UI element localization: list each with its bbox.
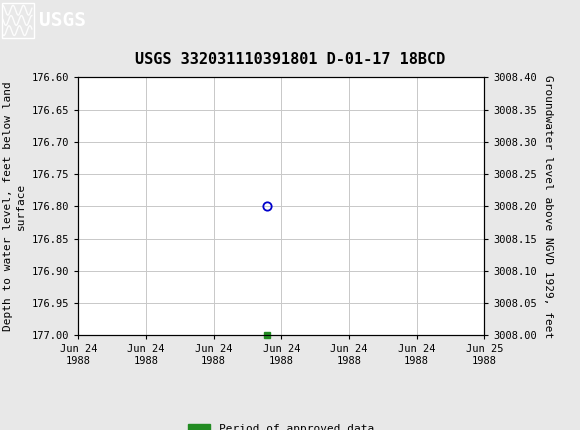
Text: USGS 332031110391801 D-01-17 18BCD: USGS 332031110391801 D-01-17 18BCD xyxy=(135,52,445,67)
Legend: Period of approved data: Period of approved data xyxy=(184,419,379,430)
Y-axis label: Groundwater level above NGVD 1929, feet: Groundwater level above NGVD 1929, feet xyxy=(543,75,553,338)
Y-axis label: Depth to water level, feet below land
surface: Depth to water level, feet below land su… xyxy=(3,82,26,331)
Text: USGS: USGS xyxy=(39,11,86,30)
